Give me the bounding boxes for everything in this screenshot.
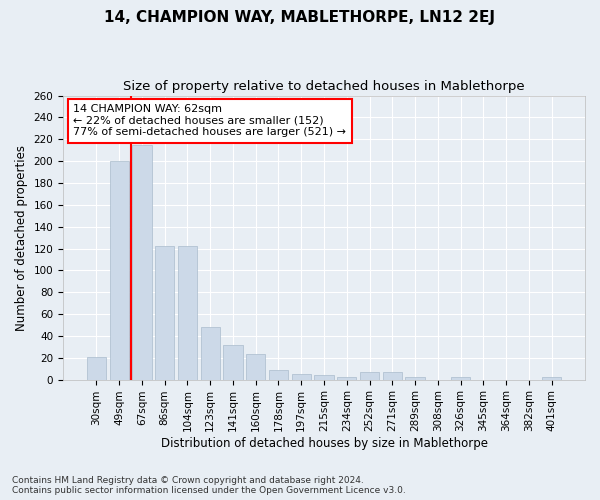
Bar [110,161,129,380]
Bar [542,378,561,380]
Bar [200,327,220,380]
Bar [406,378,425,380]
Text: 14 CHAMPION WAY: 62sqm
← 22% of detached houses are smaller (152)
77% of semi-de: 14 CHAMPION WAY: 62sqm ← 22% of detached… [73,104,346,138]
Bar [223,344,242,380]
Bar [383,372,402,380]
Text: Contains HM Land Registry data © Crown copyright and database right 2024.
Contai: Contains HM Land Registry data © Crown c… [12,476,406,495]
Y-axis label: Number of detached properties: Number of detached properties [15,144,28,330]
Bar [360,372,379,380]
Bar [155,246,175,380]
Bar [132,144,152,380]
Title: Size of property relative to detached houses in Mablethorpe: Size of property relative to detached ho… [123,80,525,93]
Bar [87,356,106,380]
Bar [269,370,288,380]
X-axis label: Distribution of detached houses by size in Mablethorpe: Distribution of detached houses by size … [161,437,488,450]
Text: 14, CHAMPION WAY, MABLETHORPE, LN12 2EJ: 14, CHAMPION WAY, MABLETHORPE, LN12 2EJ [104,10,496,25]
Bar [292,374,311,380]
Bar [451,378,470,380]
Bar [337,378,356,380]
Bar [314,375,334,380]
Bar [178,246,197,380]
Bar [246,354,265,380]
